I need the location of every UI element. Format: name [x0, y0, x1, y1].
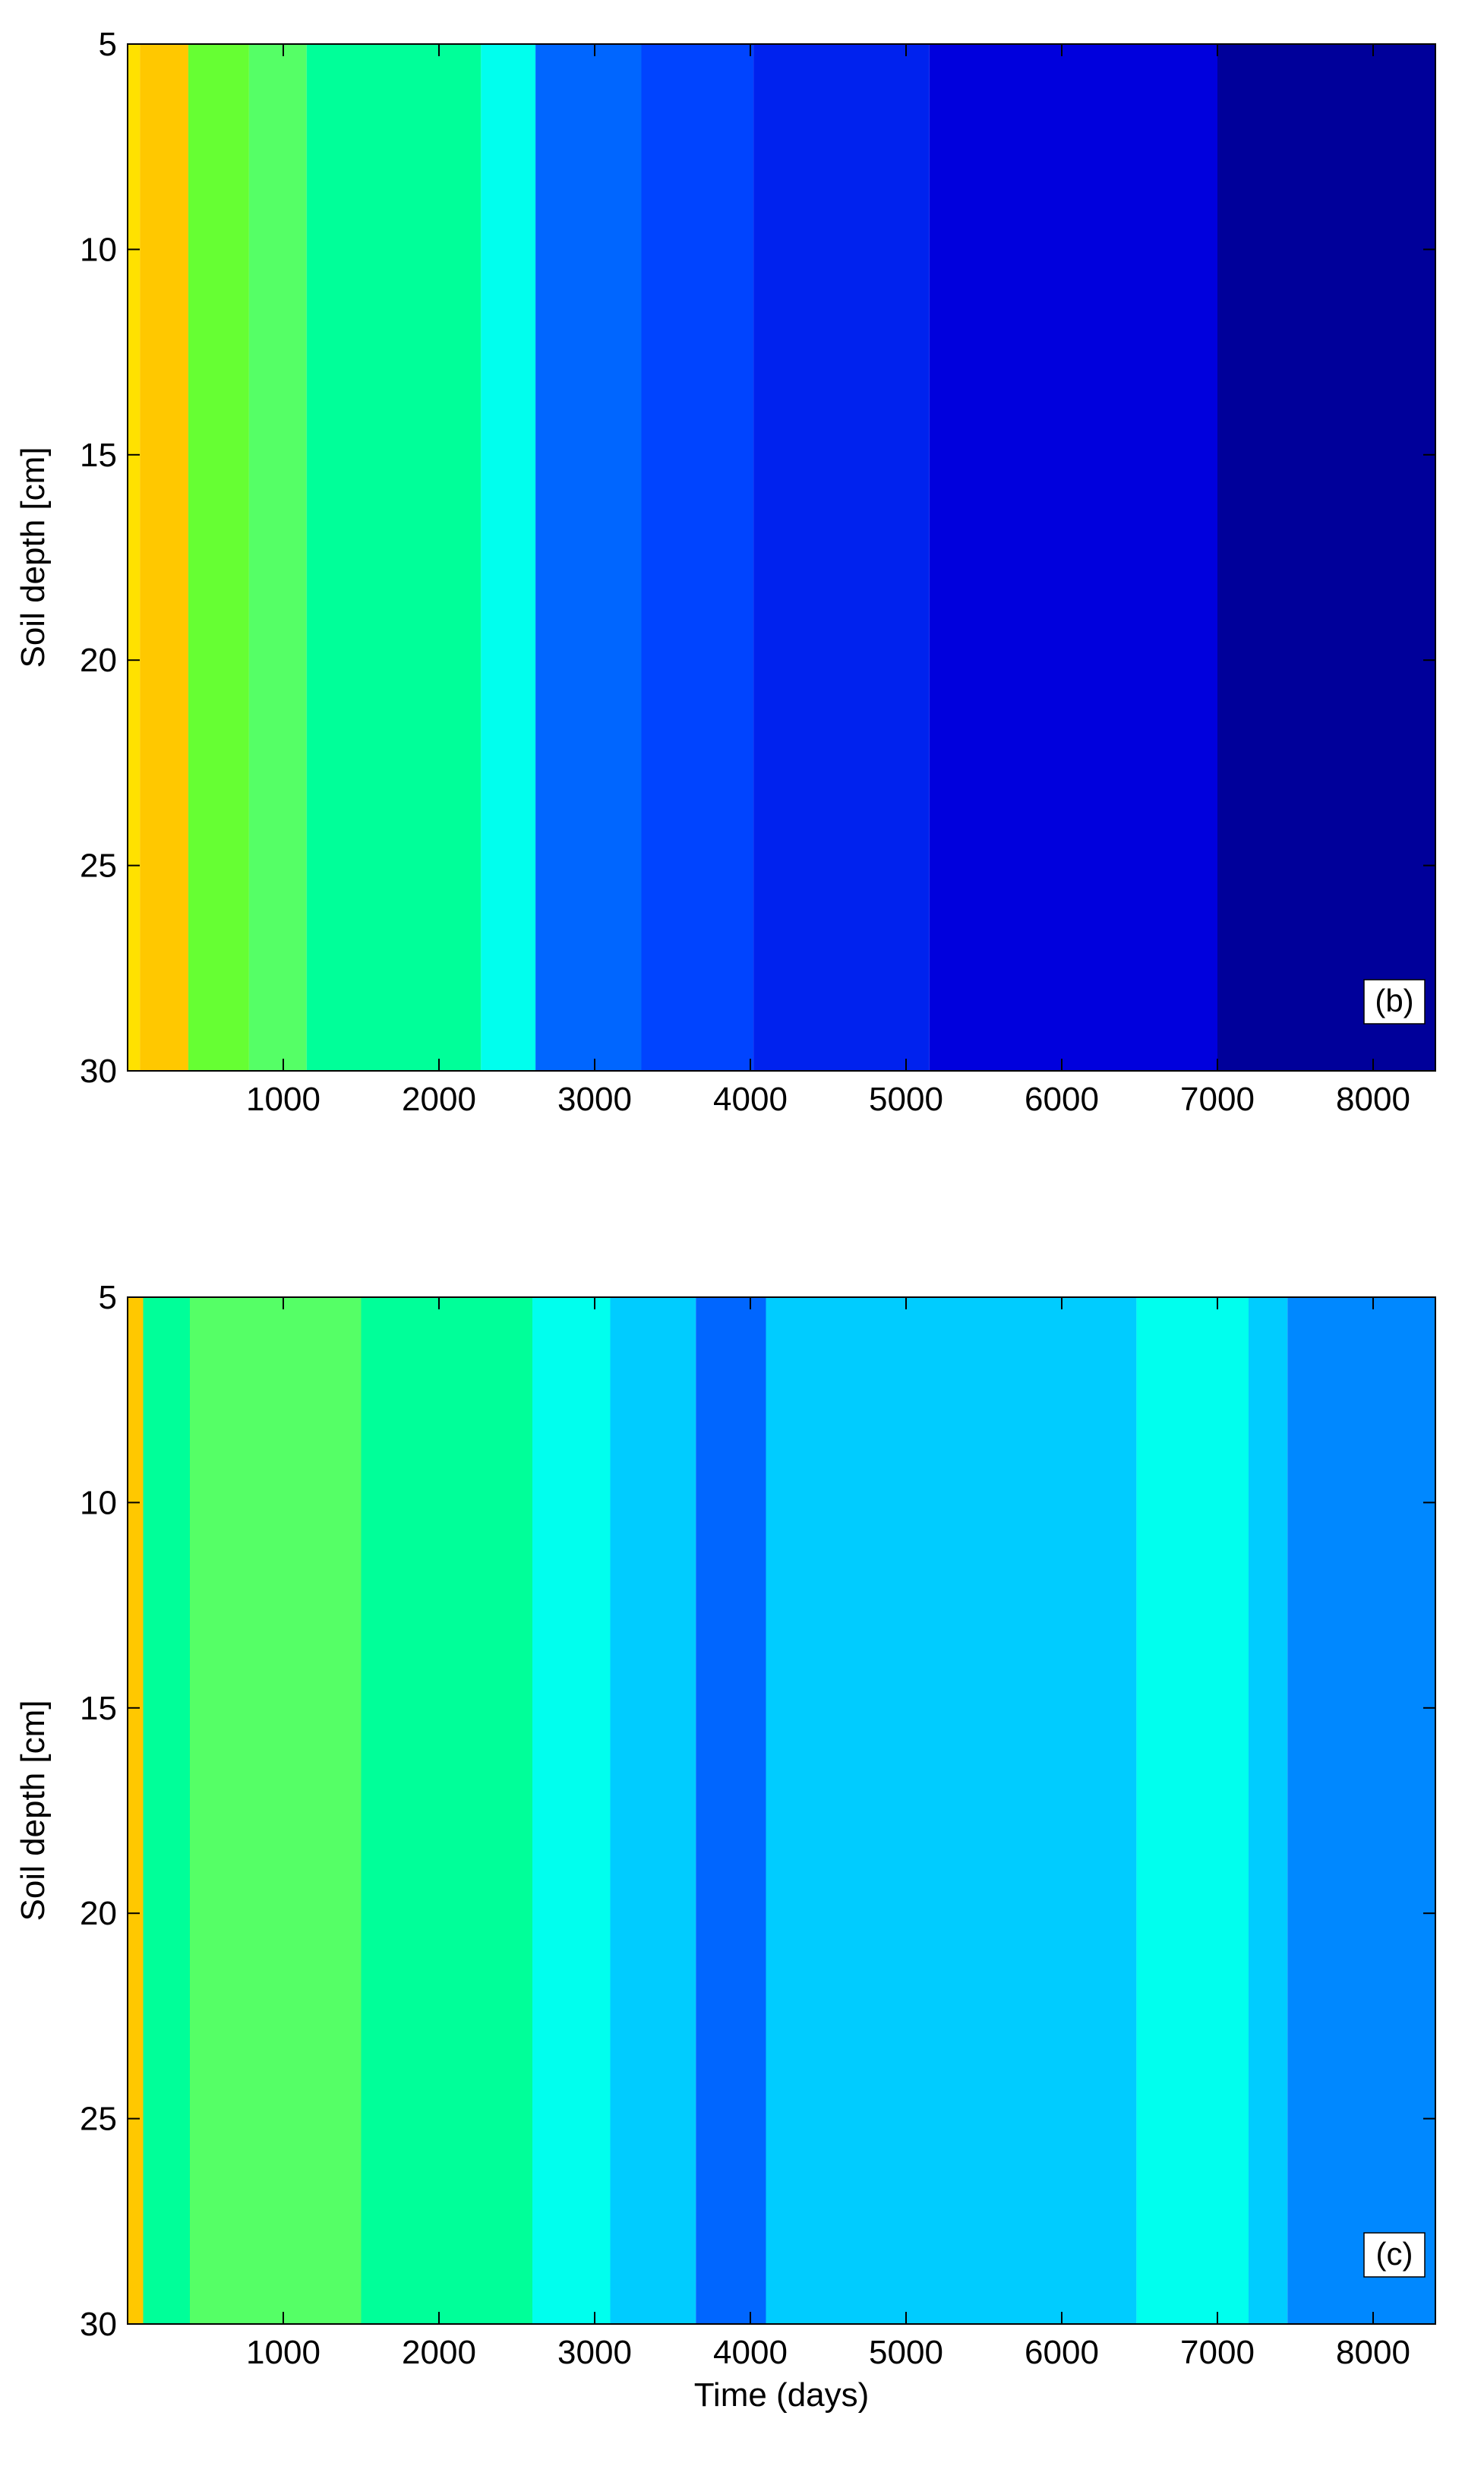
contour-band-3 — [248, 44, 307, 1071]
contour-band-9 — [929, 44, 1217, 1071]
x-tick-label: 3000 — [557, 2334, 632, 2371]
y-axis-label: Soil depth [cm] — [14, 447, 52, 668]
x-tick-label: 3000 — [557, 1081, 632, 1118]
plot-frame — [127, 1296, 1436, 2325]
contour-band-4 — [306, 44, 482, 1071]
y-tick-label: 15 — [80, 1690, 117, 1727]
contour-band-5 — [481, 44, 536, 1071]
panel-tag-box — [1363, 979, 1426, 1025]
x-tick-label: 5000 — [869, 2334, 943, 2371]
x-tick-label: 2000 — [402, 1081, 476, 1118]
x-tick-label: 1000 — [246, 1081, 320, 1118]
contour-band-0 — [128, 1297, 144, 2324]
contour-band-3 — [361, 1297, 532, 2324]
x-tick-label: 8000 — [1336, 1081, 1410, 1118]
contour-band-2 — [188, 44, 249, 1071]
x-tick-label: 5000 — [869, 1081, 943, 1118]
contour-band-9 — [1249, 1297, 1288, 2324]
panel-tag: (b) — [1375, 983, 1413, 1018]
x-tick-label: 8000 — [1336, 2334, 1410, 2371]
x-tick-label: 2000 — [402, 2334, 476, 2371]
panel-tag: (c) — [1376, 2236, 1413, 2272]
x-tick-label: 7000 — [1180, 1081, 1255, 1118]
y-tick-label: 10 — [80, 231, 117, 268]
contour-band-6 — [696, 1297, 766, 2324]
contour-band-8 — [753, 44, 930, 1071]
contour-band-2 — [190, 1297, 362, 2324]
contour-band-5 — [610, 1297, 696, 2324]
x-tick-label: 6000 — [1025, 1081, 1099, 1118]
contour-band-10 — [1287, 1297, 1435, 2324]
x-tick-label: 6000 — [1025, 2334, 1099, 2371]
x-axis-label: Time (days) — [694, 2376, 870, 2414]
y-tick-label: 5 — [99, 26, 117, 63]
y-tick-label: 15 — [80, 437, 117, 474]
x-tick-label: 4000 — [713, 2334, 788, 2371]
contour-band-4 — [532, 1297, 611, 2324]
panel-c: 1000 2000 3000 4000 5000 6000 7000 8000 5 10 15 20 2… — [14, 1279, 1436, 2414]
y-tick-label: 25 — [80, 848, 117, 885]
y-tick-label: 25 — [80, 2101, 117, 2138]
contour-band-6 — [535, 44, 642, 1071]
y-tick-label: 20 — [80, 642, 117, 679]
panel-tag-box — [1363, 2232, 1426, 2278]
contour-band-8 — [1136, 1297, 1249, 2324]
y-tick-label: 20 — [80, 1895, 117, 1932]
plot-frame — [127, 43, 1436, 1072]
y-tick-label: 30 — [80, 2306, 117, 2343]
contour-band-1 — [143, 1297, 190, 2324]
contour-band-10 — [1217, 44, 1435, 1071]
x-tick-label: 7000 — [1180, 2334, 1255, 2371]
contour-band-1 — [140, 44, 188, 1071]
y-axis-label: Soil depth [cm] — [14, 1700, 52, 1921]
x-tick-label: 1000 — [246, 2334, 320, 2371]
panel-b: 1000 2000 3000 4000 5000 6000 7000 8000 5 10 15 20 2… — [14, 26, 1436, 1118]
contour-band-7 — [641, 44, 754, 1071]
contour-band-0 — [128, 44, 141, 1071]
y-tick-label: 10 — [80, 1484, 117, 1521]
y-tick-label: 5 — [99, 1279, 117, 1316]
x-tick-label: 4000 — [713, 1081, 788, 1118]
contour-band-7 — [766, 1297, 1137, 2324]
y-tick-label: 30 — [80, 1053, 117, 1090]
